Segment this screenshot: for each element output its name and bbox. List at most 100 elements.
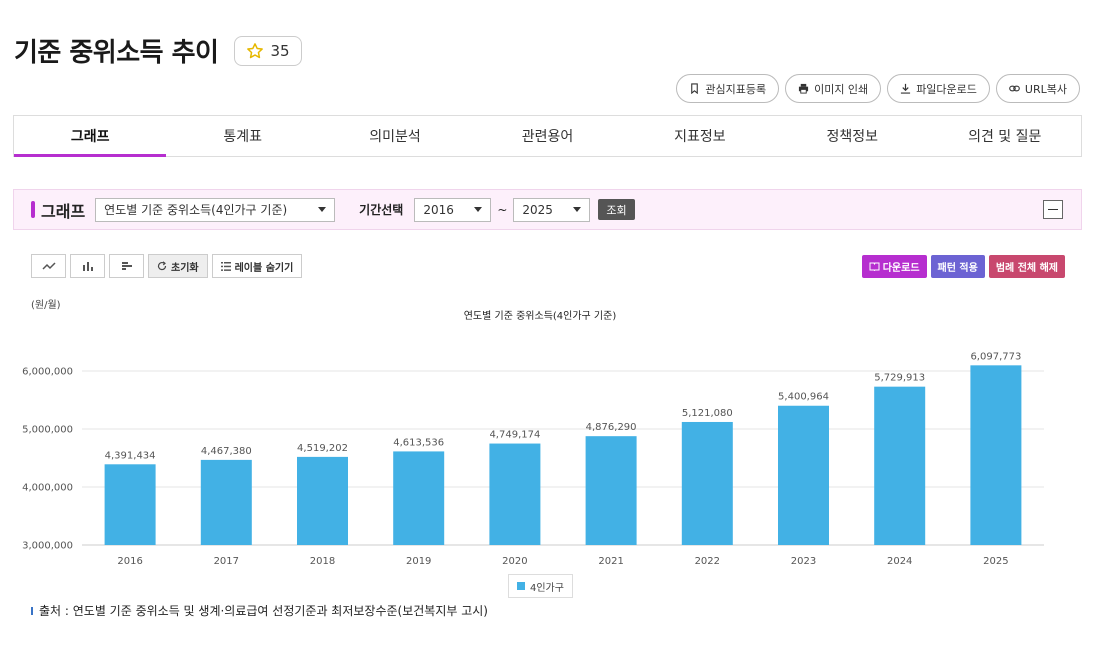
refresh-icon — [157, 261, 167, 271]
horizontal-bar-chart-button[interactable] — [109, 254, 144, 278]
source-note: 출처 : 연도별 기준 중위소득 및 생계·의료급여 선정기준과 최저보장수준(… — [31, 602, 488, 619]
action-bar: 관심지표등록 이미지 인쇄 파일다운로드 URL복사 — [676, 74, 1080, 103]
collapse-button[interactable] — [1043, 200, 1063, 219]
unit-label: (원/월) — [31, 300, 61, 311]
copy-url-label: URL복사 — [1024, 82, 1067, 96]
chart-download-button[interactable]: 다운로드 — [861, 255, 927, 278]
chart-legend[interactable]: 4인가구 — [508, 574, 573, 598]
reset-button[interactable]: 초기화 — [148, 254, 208, 278]
bar-2016 — [104, 464, 156, 545]
data-label-2019: 4,613,536 — [393, 437, 444, 448]
favorite-count: 35 — [270, 42, 290, 60]
to-year-select[interactable]: 2025 — [513, 197, 591, 222]
print-icon — [798, 83, 809, 94]
download-file-label: 파일다운로드 — [916, 82, 977, 96]
graph-panel-title: 그래프 — [41, 201, 86, 221]
star-icon — [247, 43, 264, 59]
tab-indicator-info[interactable]: 지표정보 — [674, 129, 726, 145]
download-file-button[interactable]: 파일다운로드 — [887, 74, 990, 103]
bar-2017 — [200, 459, 252, 545]
tab-policy-info[interactable]: 정책정보 — [826, 129, 879, 145]
data-label-2016: 4,391,434 — [105, 450, 156, 461]
graph-panel-header: 그래프 연도별 기준 중위소득(4인가구 기준) 기간선택 2016 ~ 202… — [13, 189, 1082, 230]
tab-table[interactable]: 통계표 — [223, 129, 262, 145]
tab-bar: 그래프 통계표 의미분석 관련용어 지표정보 정책정보 의견 및 질문 — [13, 115, 1082, 157]
x-tick-label: 2016 — [117, 556, 142, 567]
bar-chart-button[interactable] — [70, 254, 105, 278]
bar-2019 — [393, 451, 445, 545]
from-year-select[interactable]: 2016 — [414, 197, 492, 222]
to-year-value: 2025 — [522, 202, 553, 217]
chart-download-label: 다운로드 — [882, 263, 920, 274]
tab-terms[interactable]: 관련용어 — [521, 129, 574, 145]
data-label-2023: 5,400,964 — [778, 392, 829, 403]
period-label: 기간선택 — [359, 203, 404, 217]
chart-action-buttons: 다운로드 패턴 적용 범례 전체 해제 — [861, 255, 1065, 278]
y-tick-label: 4,000,000 — [22, 483, 73, 494]
reset-label: 초기화 — [171, 262, 199, 274]
bar-2020 — [489, 443, 541, 545]
bar-2023 — [778, 405, 829, 545]
data-label-2025: 6,097,773 — [970, 351, 1021, 362]
bar-2024 — [874, 386, 926, 545]
horizontal-bar-chart-icon — [121, 262, 132, 270]
hide-labels-label: 레이블 숨기기 — [234, 262, 294, 274]
x-tick-label: 2020 — [502, 556, 527, 567]
copy-url-button[interactable]: URL복사 — [995, 74, 1080, 103]
print-label: 이미지 인쇄 — [814, 82, 869, 96]
print-button[interactable]: 이미지 인쇄 — [785, 74, 882, 103]
series-select-value: 연도별 기준 중위소득(4인가구 기준) — [104, 203, 288, 217]
bar-2021 — [585, 436, 637, 545]
from-year-value: 2016 — [423, 202, 454, 217]
bookmark-label: 관심지표등록 — [705, 82, 767, 96]
chevron-down-icon — [474, 207, 483, 212]
section-marker — [31, 201, 35, 218]
tab-analysis[interactable]: 의미분석 — [369, 129, 421, 145]
data-label-2020: 4,749,174 — [489, 430, 540, 441]
bookmark-button[interactable]: 관심지표등록 — [676, 74, 780, 103]
bookmark-icon — [691, 83, 699, 94]
x-tick-label: 2021 — [598, 556, 623, 567]
bar-2018 — [297, 456, 348, 545]
line-chart-icon — [41, 262, 56, 270]
series-select[interactable]: 연도별 기준 중위소득(4인가구 기준) — [95, 197, 336, 222]
pattern-apply-button[interactable]: 패턴 적용 — [930, 255, 985, 278]
bar-2025 — [970, 365, 1022, 545]
chart-title: 연도별 기준 중위소득(4인가구 기준) — [464, 309, 617, 322]
minus-icon — [1048, 209, 1058, 210]
bar-chart: 연도별 기준 중위소득(4인가구 기준) 3,000,000 4,000,000 5,… — [22, 309, 1044, 567]
x-tick-label: 2024 — [887, 556, 912, 567]
download-icon — [901, 83, 911, 94]
chevron-down-icon — [573, 207, 582, 212]
chevron-down-icon — [318, 207, 327, 212]
period-separator: ~ — [497, 202, 508, 217]
x-tick-label: 2019 — [406, 556, 431, 567]
source-text: 출처 : 연도별 기준 중위소득 및 생계·의료급여 선정기준과 최저보장수준(… — [39, 604, 488, 618]
legend-swatch — [517, 582, 525, 590]
y-tick-label: 3,000,000 — [22, 541, 73, 552]
x-tick-label: 2023 — [791, 556, 816, 567]
data-label-2018: 4,519,202 — [297, 443, 348, 454]
y-tick-label: 6,000,000 — [22, 367, 73, 378]
data-label-2017: 4,467,380 — [201, 446, 252, 457]
x-tick-label: 2022 — [695, 556, 720, 567]
bar-chart-icon — [82, 262, 93, 271]
data-label-2022: 5,121,080 — [682, 408, 733, 419]
source-marker — [31, 606, 33, 615]
line-chart-button[interactable] — [31, 254, 66, 278]
x-tick-label: 2018 — [310, 556, 335, 567]
tab-opinion[interactable]: 의견 및 질문 — [968, 129, 1042, 145]
link-icon — [1009, 85, 1020, 92]
legend-label: 4인가구 — [530, 582, 564, 594]
x-tick-label: 2025 — [983, 556, 1008, 567]
query-button[interactable]: 조회 — [598, 199, 635, 220]
data-label-2024: 5,729,913 — [874, 373, 925, 384]
favorite-button[interactable]: 35 — [234, 36, 302, 66]
book-icon — [869, 262, 880, 271]
x-tick-label: 2017 — [214, 556, 239, 567]
data-label-2021: 4,876,290 — [586, 422, 637, 433]
chart-toolbar: 초기화 레이블 숨기기 — [31, 254, 303, 278]
legend-clear-all-button[interactable]: 범례 전체 해제 — [988, 255, 1065, 278]
hide-labels-button[interactable]: 레이블 숨기기 — [211, 254, 303, 278]
tab-graph[interactable]: 그래프 — [14, 116, 167, 157]
